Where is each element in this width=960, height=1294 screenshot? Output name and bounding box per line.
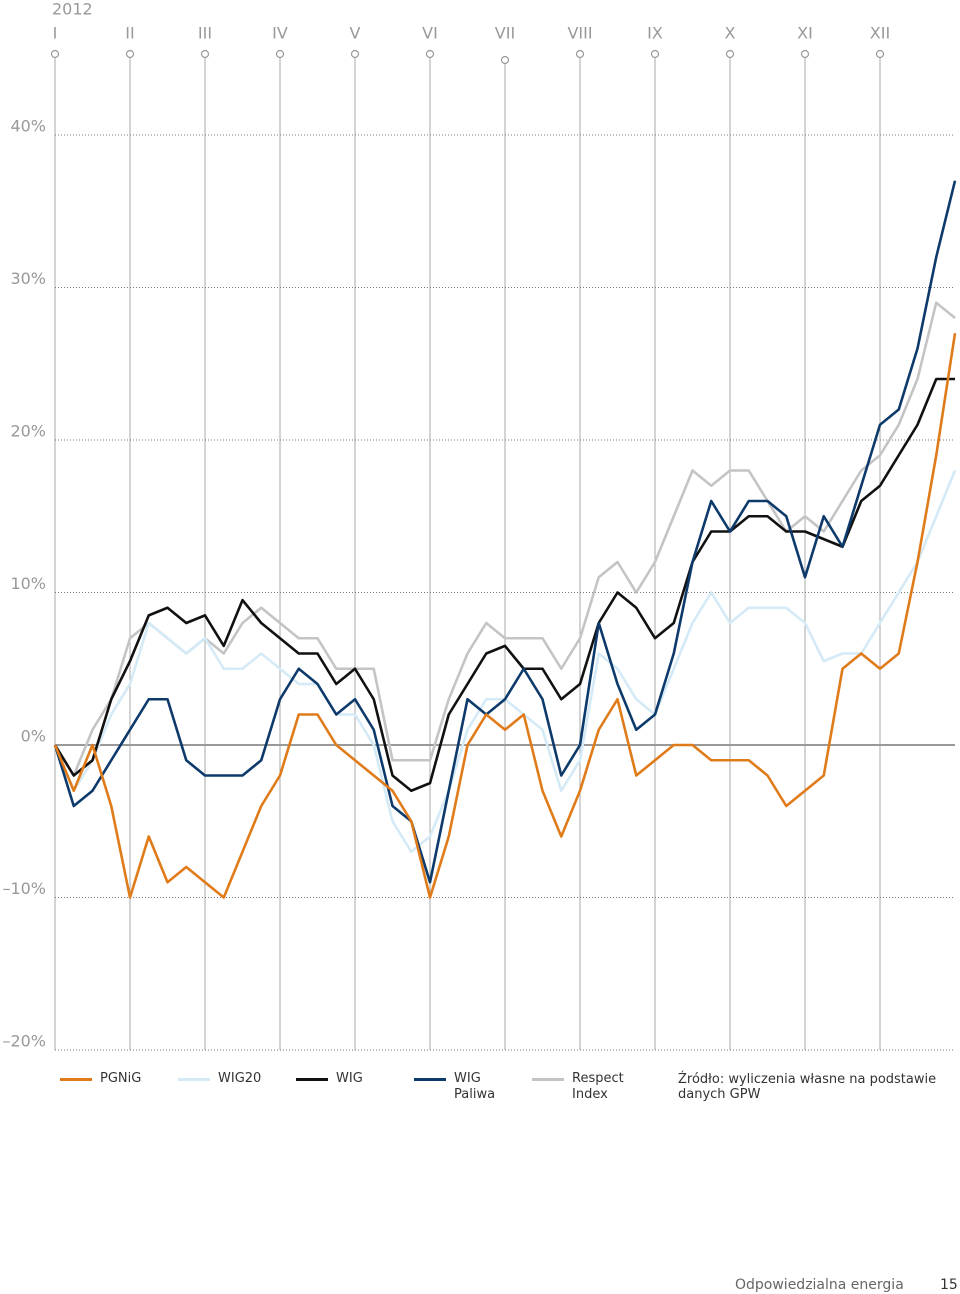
y-tick-label: 20%: [10, 422, 46, 441]
x-tick-label: XII: [870, 24, 890, 43]
month-marker: [50, 49, 60, 59]
legend-item: WIG20: [178, 1071, 278, 1087]
legend-item: Respect Index: [532, 1071, 624, 1103]
month-marker: [200, 49, 210, 59]
x-tick-label: XI: [797, 24, 813, 43]
legend-label: PGNiG: [100, 1071, 142, 1086]
y-tick-label: –20%: [2, 1032, 46, 1051]
x-tick-label: VII: [495, 24, 515, 43]
legend-swatch: [414, 1078, 446, 1081]
x-tick-label: V: [350, 24, 361, 43]
series-line: [53, 180, 957, 884]
month-marker: [500, 55, 510, 65]
legend-item: WIG: [296, 1071, 396, 1087]
y-tick-label: –10%: [2, 879, 46, 898]
legend-label: WIG: [336, 1071, 363, 1086]
month-marker: [125, 49, 135, 59]
legend-label: WIG Paliwa: [454, 1071, 496, 1102]
legend-swatch: [60, 1078, 92, 1081]
y-tick-label: 10%: [10, 574, 46, 593]
y-tick-label: 0%: [21, 727, 46, 746]
year-label: 2012: [52, 0, 93, 19]
x-tick-label: IX: [647, 24, 663, 43]
month-marker: [650, 49, 660, 59]
y-tick-label: 40%: [10, 117, 46, 136]
legend-label: Respect Index: [572, 1071, 624, 1102]
x-tick-label: VIII: [567, 24, 592, 43]
month-marker: [800, 49, 810, 59]
x-tick-label: IV: [272, 24, 288, 43]
x-tick-label: VI: [422, 24, 438, 43]
legend-label: WIG20: [218, 1071, 262, 1086]
legend-swatch: [532, 1078, 564, 1081]
legend-swatch: [178, 1078, 210, 1081]
source-note: Źródło: wyliczenia własne na podstawie d…: [678, 1072, 937, 1102]
month-marker: [875, 49, 885, 59]
legend-item: PGNiG: [60, 1071, 160, 1087]
y-tick-label: 30%: [10, 269, 46, 288]
legend-swatch: [296, 1078, 328, 1081]
x-tick-label: III: [198, 24, 212, 43]
month-marker: [275, 49, 285, 59]
page-number: 15: [940, 1277, 958, 1293]
x-tick-label: X: [725, 24, 736, 43]
month-marker: [575, 49, 585, 59]
month-marker: [350, 49, 360, 59]
legend-item: WIG Paliwa: [414, 1071, 500, 1103]
series-line: [53, 377, 955, 793]
x-tick-label: II: [125, 24, 134, 43]
series-line: [53, 333, 957, 899]
x-tick-label: I: [53, 24, 58, 43]
month-marker: [425, 49, 435, 59]
month-marker: [725, 49, 735, 59]
footer-title: Odpowiedzialna energia: [735, 1277, 904, 1293]
